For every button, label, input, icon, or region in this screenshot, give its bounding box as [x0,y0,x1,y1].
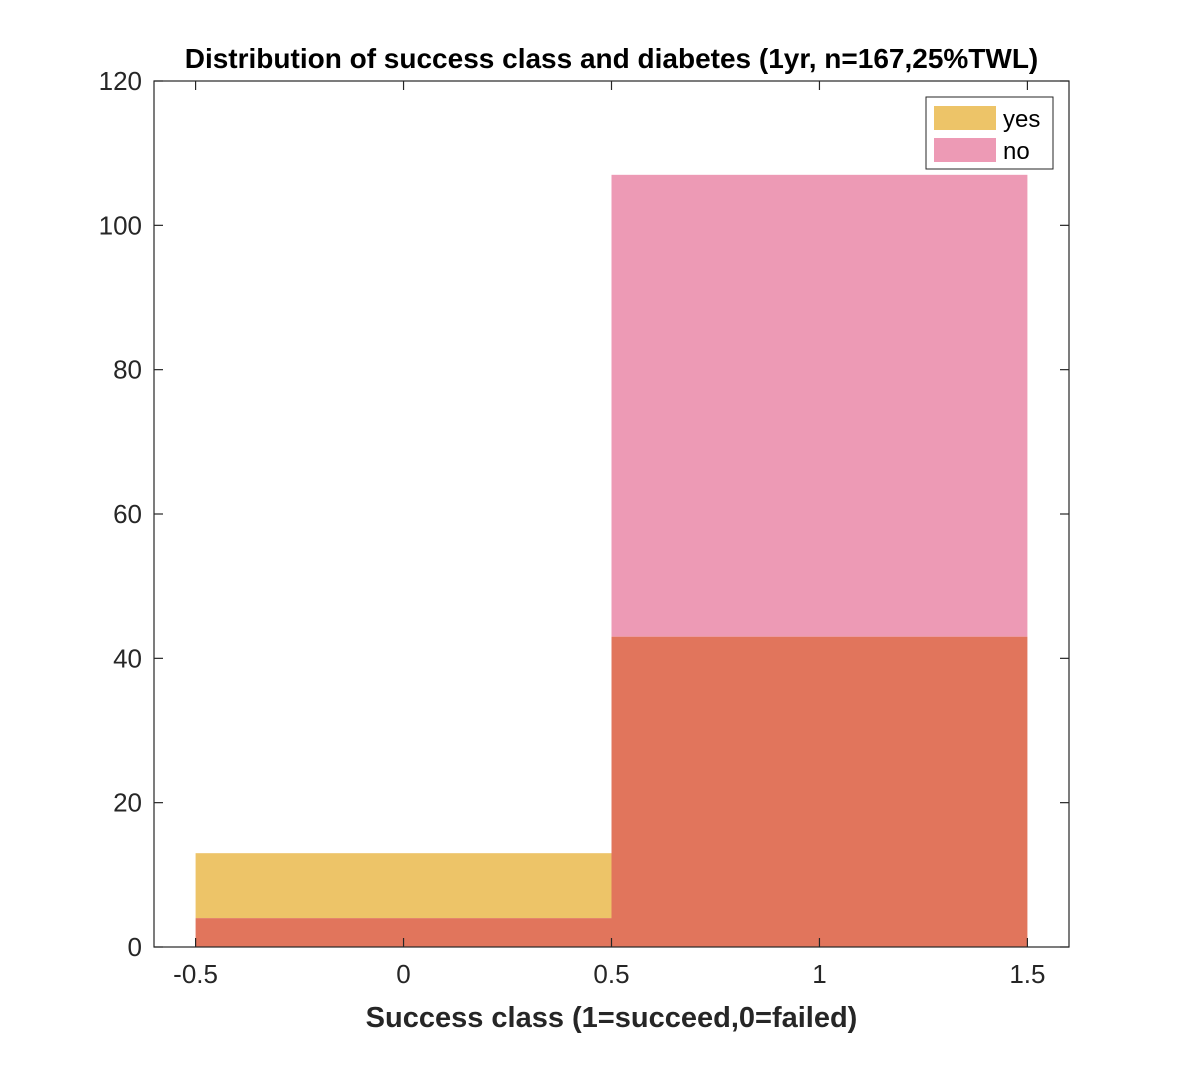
chart-title: Distribution of success class and diabet… [185,43,1039,74]
bars-layer [195,174,1028,947]
bar-yes-bin-0 [195,853,612,919]
ticks-layer: -0.5 0 0.5 1 1.5 0 20 40 60 80 100 120 [99,66,1069,989]
y-tick-label: 80 [113,355,142,385]
x-tick-label: 0 [396,959,410,989]
y-tick-label: 0 [128,932,142,962]
y-tick-label: 60 [113,499,142,529]
legend-label-yes: yes [1003,106,1040,133]
y-tick-label: 120 [99,66,142,96]
x-tick-label: -0.5 [173,959,218,989]
legend-swatch-yes [934,106,996,130]
y-tick-label: 20 [113,788,142,818]
x-tick-label: 0.5 [593,959,629,989]
bar-no-bin-1 [611,174,1028,637]
legend-swatch-no [934,138,996,162]
x-tick-label: 1.5 [1009,959,1045,989]
x-axis-label: Success class (1=succeed,0=failed) [366,1002,858,1034]
legend-label-no: no [1003,138,1030,165]
x-tick-label: 1 [812,959,826,989]
bar-overlap-bin-1 [611,636,1028,947]
y-tick-label: 40 [113,643,142,673]
legend: yes no [925,96,1054,170]
y-tick-label: 100 [99,210,142,240]
